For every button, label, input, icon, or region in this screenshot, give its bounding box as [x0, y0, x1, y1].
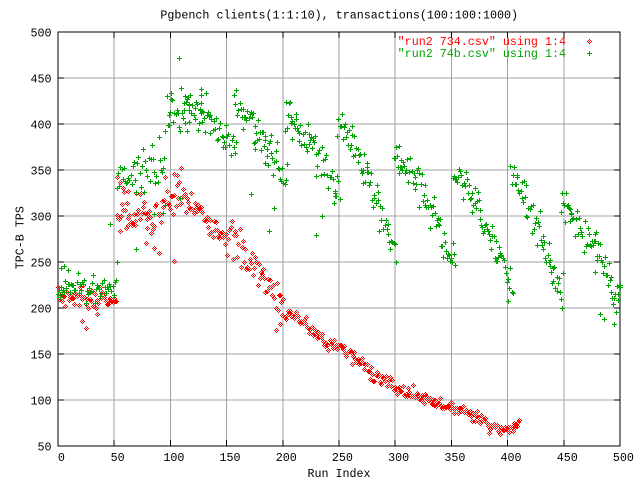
- svg-text:150: 150: [220, 451, 241, 465]
- svg-text:Run Index: Run Index: [307, 467, 370, 480]
- svg-text:250: 250: [332, 451, 353, 465]
- svg-text:500: 500: [30, 27, 51, 41]
- svg-text:250: 250: [30, 257, 51, 271]
- svg-text:TPC-B TPS: TPC-B TPS: [13, 206, 27, 269]
- svg-text:"run2 74b.csv" using 1:4: "run2 74b.csv" using 1:4: [398, 47, 566, 61]
- svg-text:450: 450: [30, 73, 51, 87]
- svg-text:350: 350: [444, 451, 465, 465]
- svg-text:300: 300: [388, 451, 409, 465]
- svg-text:100: 100: [30, 395, 51, 409]
- svg-text:200: 200: [30, 303, 51, 317]
- svg-text:300: 300: [30, 211, 51, 225]
- svg-text:350: 350: [30, 165, 51, 179]
- svg-text:150: 150: [30, 349, 51, 363]
- svg-text:100: 100: [163, 451, 184, 465]
- svg-text:500: 500: [613, 451, 634, 465]
- svg-text:0: 0: [58, 451, 65, 465]
- svg-text:450: 450: [557, 451, 578, 465]
- svg-text:200: 200: [276, 451, 297, 465]
- svg-text:"run2 734.csv" using 1:4: "run2 734.csv" using 1:4: [398, 35, 566, 49]
- svg-text:50: 50: [111, 451, 125, 465]
- svg-text:400: 400: [501, 451, 522, 465]
- svg-text:Pgbench clients(1:1:10), trans: Pgbench clients(1:1:10), transactions(10…: [160, 9, 518, 23]
- svg-text:400: 400: [30, 119, 51, 133]
- svg-text:50: 50: [37, 441, 51, 455]
